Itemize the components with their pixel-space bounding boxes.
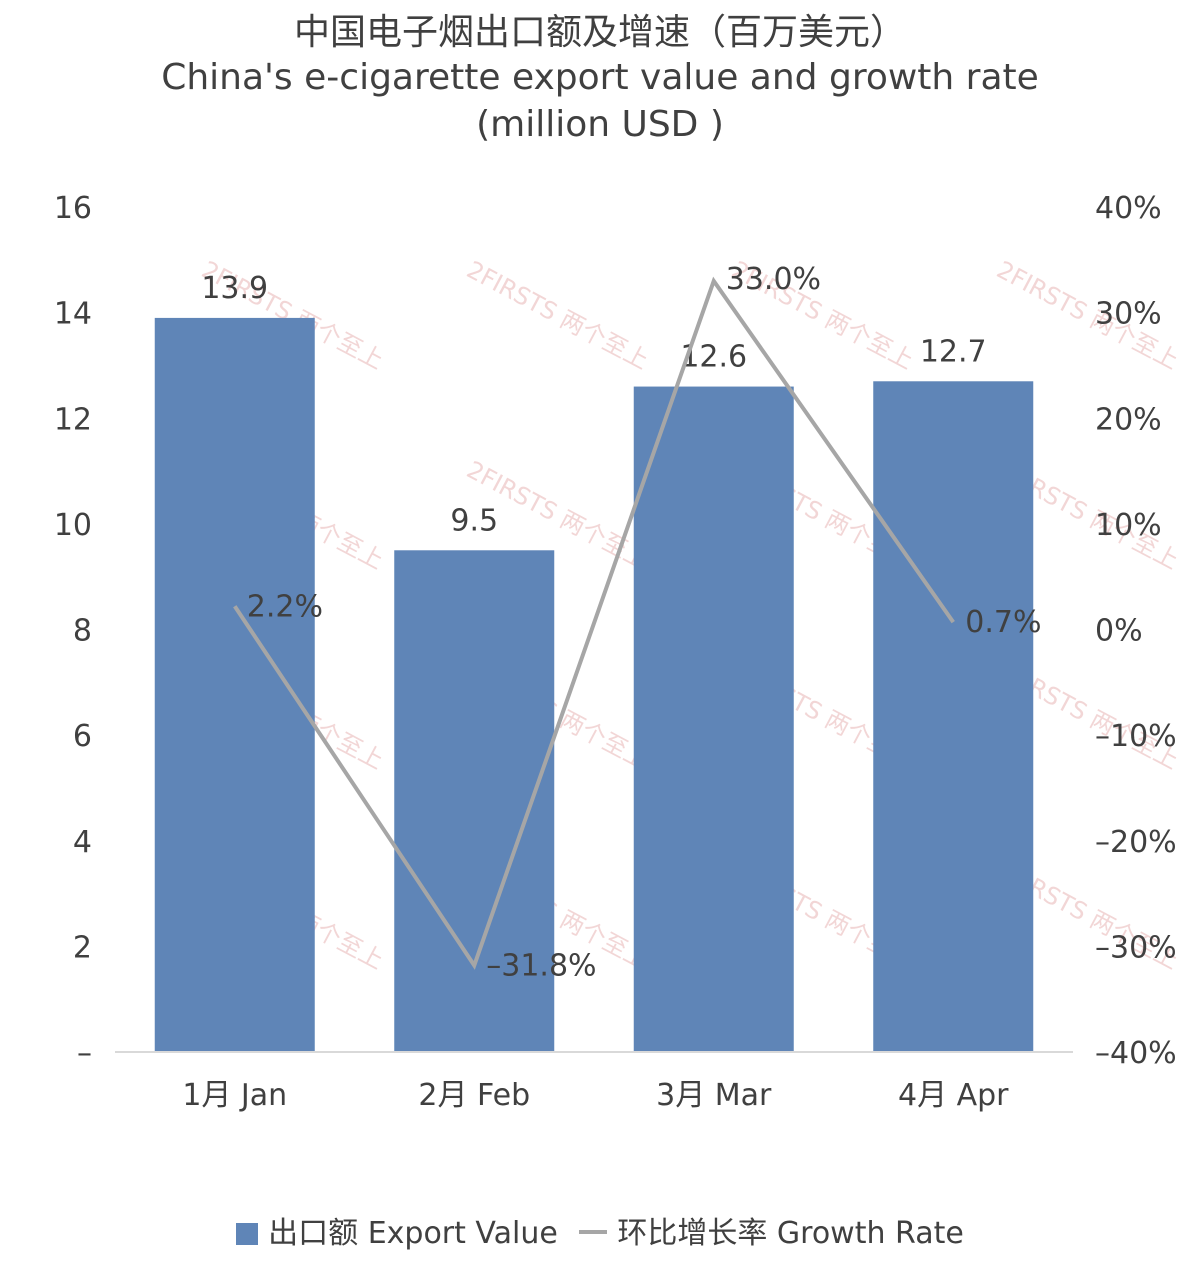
bar [633,386,794,1052]
legend-line-label: 环比增长率 Growth Rate [617,1216,964,1251]
y-left-tick-label: 4 [73,825,92,860]
line-data-label: 0.7% [965,605,1041,640]
y-left-tick-label: 2 [73,930,92,965]
watermark-logo: 2FIRSTS 两个至上 [462,256,653,375]
y-left-tick-label: 14 [54,297,92,332]
y-left-tick-label: 16 [54,191,92,226]
chart-unit: (million USD ) [476,104,724,145]
y-right-tick-label: –10% [1095,719,1177,754]
chart-title: 中国电子烟出口额及增速（百万美元） [293,12,906,53]
line-data-label: –31.8% [486,948,596,983]
y-left-tick-label: 8 [73,614,92,649]
x-tick-label: 3月 Mar [656,1078,772,1113]
legend: 出口额 Export Value 环比增长率 Growth Rate [0,1208,1200,1252]
bar-data-label: 12.7 [920,334,987,369]
y-left-tick-label: 12 [54,402,92,437]
bar-data-label: 9.5 [450,503,498,538]
y-left-tick-label: 6 [73,719,92,754]
y-right-tick-label: 40% [1095,191,1162,226]
y-right-tick-label: 20% [1095,402,1162,437]
y-right-tick-label: 0% [1095,614,1143,649]
legend-line-swatch [579,1230,608,1234]
chart-subtitle: China's e-cigarette export value and gro… [161,57,1039,98]
line-data-label: 33.0% [726,262,821,297]
bar [873,381,1034,1052]
y-right-tick-label: 10% [1095,508,1162,543]
y-right-tick-label: –40% [1095,1036,1177,1071]
legend-bar-label: 出口额 Export Value [268,1216,558,1251]
line-data-label: 2.2% [247,589,323,624]
x-tick-label: 2月 Feb [418,1078,530,1113]
x-tick-label: 4月 Apr [898,1078,1009,1113]
growth-rate-line [233,276,955,970]
bar-data-label: 13.9 [201,271,268,306]
bar [154,317,315,1052]
legend-bar-swatch [236,1223,259,1245]
y-right-tick-label: –30% [1095,930,1177,965]
y-left-tick-label: 10 [54,508,92,543]
y-right-tick-label: 30% [1095,297,1162,332]
y-right-tick-label: –20% [1095,825,1177,860]
y-left-tick-label: – [77,1036,92,1071]
x-tick-label: 1月 Jan [182,1078,287,1113]
